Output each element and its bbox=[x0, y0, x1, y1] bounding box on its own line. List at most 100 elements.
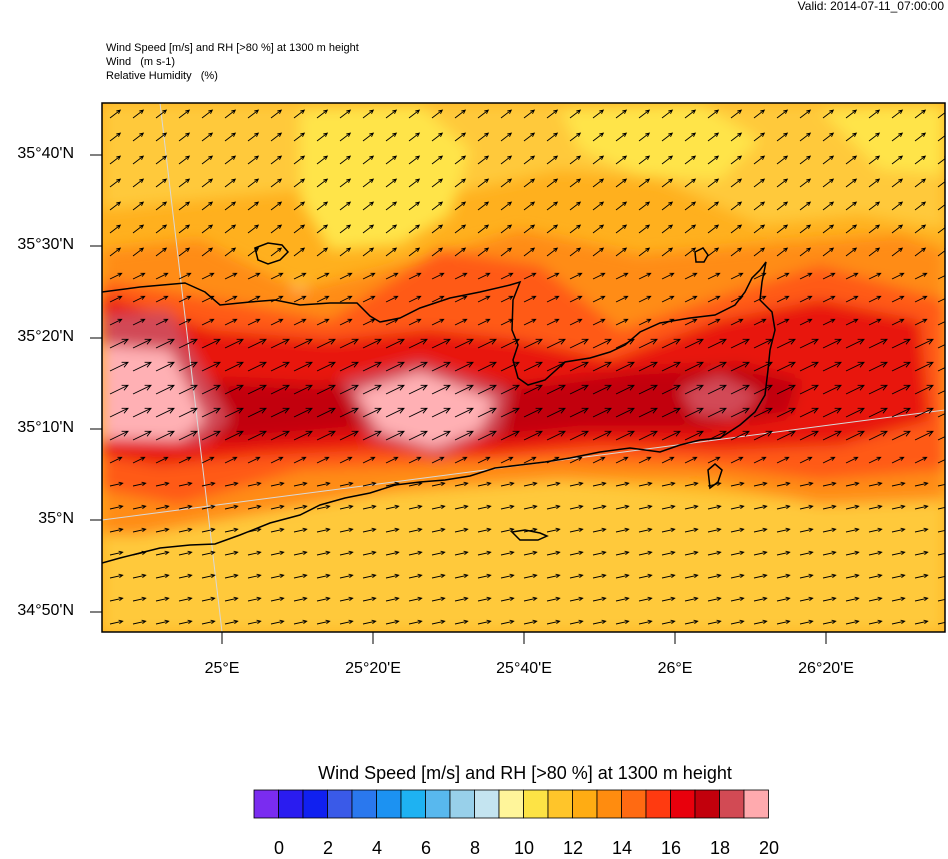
wind-arrow bbox=[546, 361, 566, 372]
legend-label: 4 bbox=[371, 838, 382, 858]
wind-arrow bbox=[546, 247, 559, 257]
wind-arrow bbox=[201, 155, 214, 165]
wind-arrow bbox=[270, 295, 284, 303]
wind-arrow bbox=[132, 430, 152, 441]
wind-arrow bbox=[845, 178, 858, 188]
wind-arrow bbox=[753, 407, 773, 418]
wind-arrow bbox=[500, 550, 515, 556]
wind-arrow bbox=[339, 550, 354, 556]
wind-arrow bbox=[546, 384, 566, 395]
wind-arrow bbox=[408, 318, 422, 326]
wind-arrow bbox=[454, 596, 469, 602]
wind-arrow bbox=[891, 481, 906, 487]
wind-arrow bbox=[776, 361, 796, 372]
wind-arrow bbox=[500, 109, 513, 119]
wind-arrow bbox=[454, 272, 468, 280]
wind-arrow bbox=[293, 178, 306, 188]
lon-label: 25°20'E bbox=[345, 660, 401, 677]
wind-arrow bbox=[707, 109, 720, 119]
wind-arrow bbox=[500, 247, 513, 257]
wind-arrow bbox=[155, 361, 175, 372]
wind-arrow bbox=[914, 456, 928, 464]
wind-arrow bbox=[868, 318, 882, 326]
wind-arrow bbox=[339, 132, 352, 142]
wind-arrow bbox=[431, 224, 444, 234]
wind-arrow bbox=[615, 456, 629, 464]
wind-arrow bbox=[822, 201, 835, 211]
wind-arrow bbox=[707, 272, 721, 280]
wind-arrow bbox=[178, 384, 198, 395]
wind-arrow bbox=[845, 109, 858, 119]
wind-arrow bbox=[109, 338, 129, 349]
wind-arrow bbox=[845, 456, 859, 464]
lat-label: 35°N bbox=[38, 510, 74, 527]
wind-arrow bbox=[316, 247, 329, 257]
wind-arrow bbox=[845, 295, 859, 303]
legend-colorbar bbox=[253, 789, 769, 819]
wind-arrow bbox=[270, 430, 290, 441]
wind-arrow bbox=[914, 338, 934, 349]
wind-arrow bbox=[454, 504, 469, 510]
wind-arrow bbox=[592, 247, 605, 257]
wind-arrow bbox=[638, 155, 651, 165]
legend-label: 10 bbox=[513, 838, 535, 858]
wind-arrow bbox=[132, 596, 147, 602]
wind-arrow bbox=[638, 481, 653, 487]
legend-swatch bbox=[351, 789, 377, 819]
wind-arrow bbox=[615, 550, 630, 556]
wind-arrow bbox=[132, 407, 152, 418]
wind-arrow bbox=[477, 178, 490, 188]
wind-arrow bbox=[638, 201, 651, 211]
wind-arrow bbox=[178, 109, 191, 119]
axis-ticks bbox=[90, 154, 827, 644]
wind-arrow bbox=[155, 247, 168, 257]
wind-arrow bbox=[362, 272, 376, 280]
wind-arrow bbox=[868, 201, 881, 211]
wind-arrow bbox=[431, 109, 444, 119]
wind-arrow bbox=[615, 573, 630, 579]
wind-arrow bbox=[569, 132, 582, 142]
wind-arrow bbox=[661, 550, 676, 556]
wind-arrow bbox=[891, 224, 904, 234]
wind-arrow bbox=[155, 550, 170, 556]
wind-arrow bbox=[707, 456, 721, 464]
wind-arrow bbox=[270, 361, 290, 372]
wind-arrow bbox=[730, 456, 744, 464]
wind-arrow bbox=[201, 224, 214, 234]
wind-arrow bbox=[523, 430, 543, 441]
wind-arrow bbox=[569, 407, 589, 418]
wind-arrow bbox=[937, 225, 945, 234]
wind-arrow bbox=[523, 178, 536, 188]
wind-arrow bbox=[845, 224, 858, 234]
wind-arrow bbox=[845, 201, 858, 211]
wind-arrow bbox=[707, 596, 722, 602]
wind-arrow bbox=[891, 384, 911, 395]
wind-arrow bbox=[914, 481, 929, 487]
wind-arrow bbox=[270, 247, 283, 257]
wind-arrow bbox=[730, 201, 743, 211]
area-yellow-northeast bbox=[560, 103, 760, 180]
wind-arrow bbox=[615, 201, 628, 211]
wind-arrow bbox=[822, 596, 837, 602]
wind-arrow bbox=[776, 550, 791, 556]
wind-arrow bbox=[500, 527, 515, 533]
wind-arrow bbox=[454, 295, 468, 303]
lat-label: 34°50'N bbox=[17, 602, 74, 619]
title-line-3: Relative Humidity (%) bbox=[106, 70, 218, 82]
wind-arrow bbox=[569, 295, 583, 303]
wind-arrow bbox=[431, 318, 445, 326]
wind-arrow bbox=[546, 295, 560, 303]
area-lower bbox=[102, 470, 945, 632]
wind-arrow bbox=[523, 272, 537, 280]
wind-arrow bbox=[753, 384, 773, 395]
wind-arrow bbox=[776, 407, 796, 418]
wind-arrow bbox=[201, 338, 221, 349]
wind-arrow bbox=[868, 504, 883, 510]
wind-arrow bbox=[477, 573, 492, 579]
wind-arrow bbox=[592, 596, 607, 602]
wind-arrow bbox=[500, 295, 514, 303]
crete-outline bbox=[102, 261, 776, 564]
wind-arrow bbox=[201, 504, 216, 510]
wind-arrow bbox=[638, 361, 658, 372]
wind-arrow bbox=[523, 573, 538, 579]
